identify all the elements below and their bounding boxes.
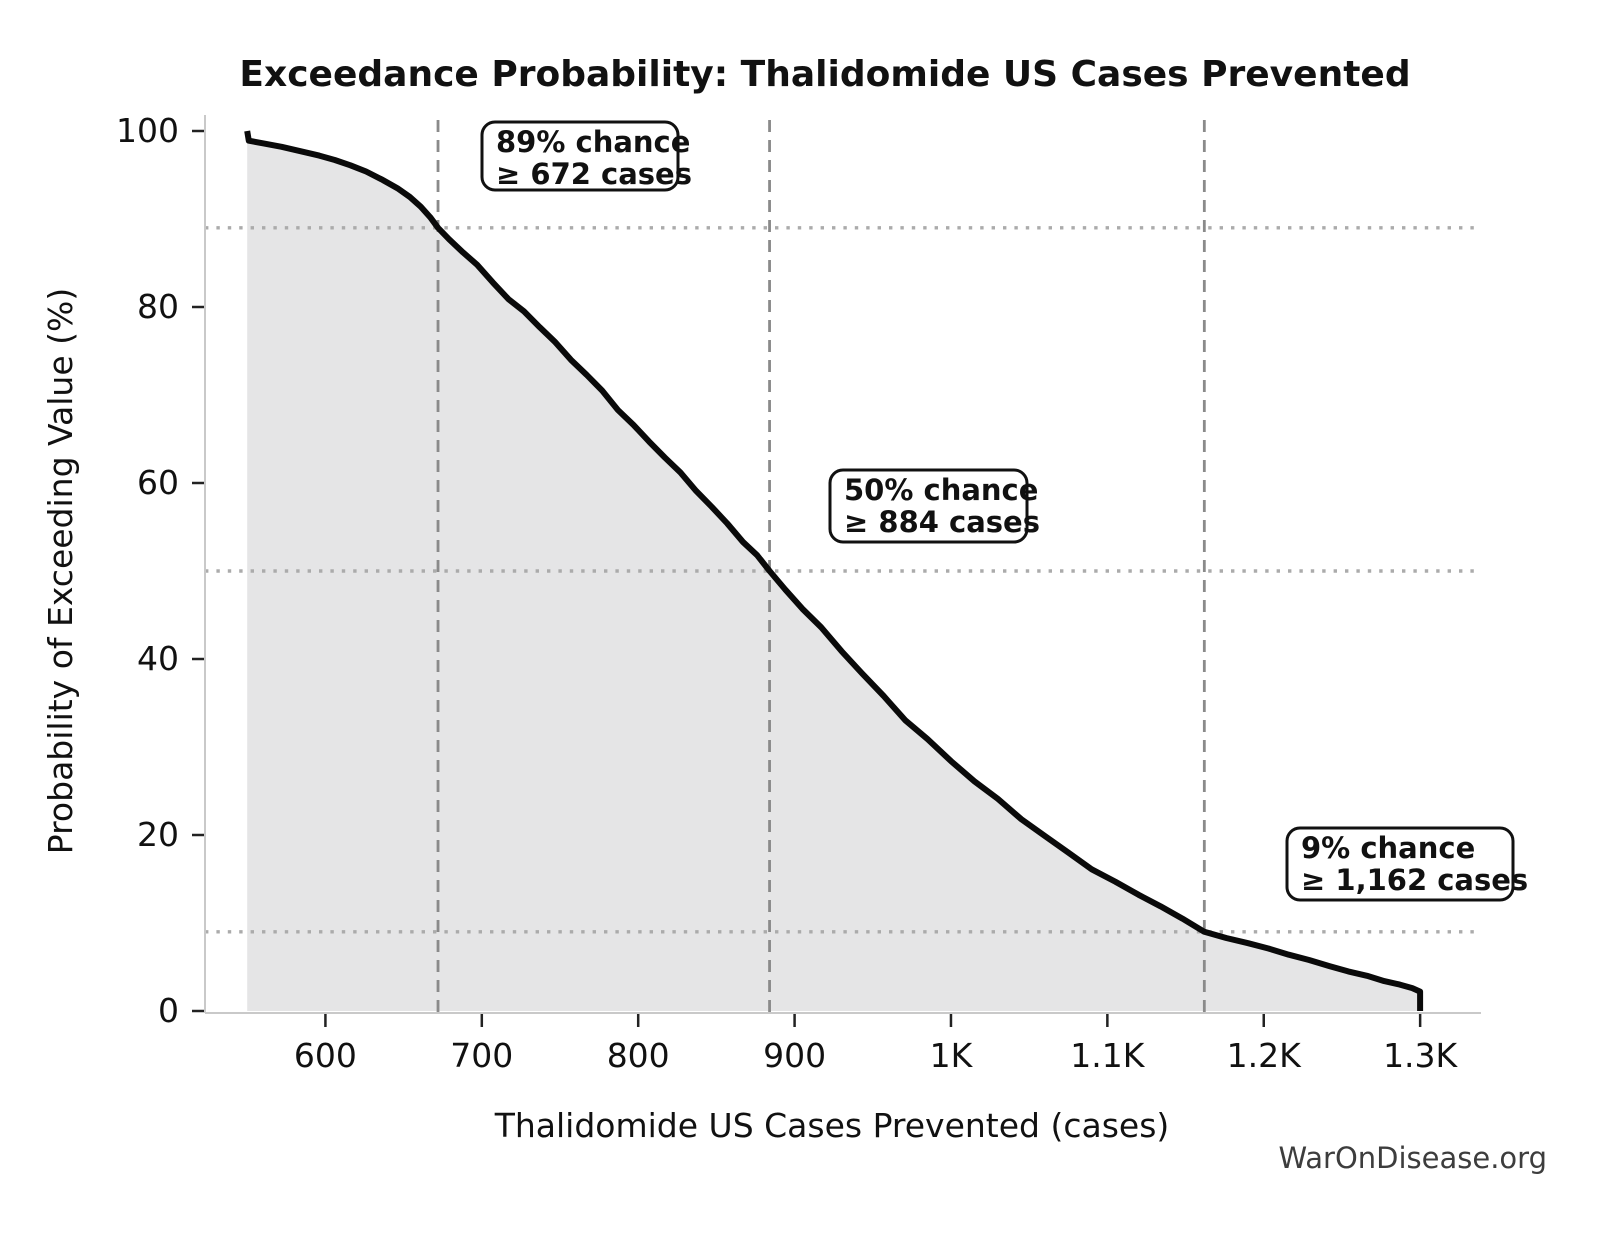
- curve-layer: [244, 130, 1424, 1011]
- annotation-chance-text: 9% chance: [1301, 831, 1475, 865]
- annotation-cases-text: ≥ 672 cases: [496, 157, 692, 191]
- x-axis-tick-label: 900: [763, 1036, 826, 1075]
- annotation-cases-text: ≥ 884 cases: [844, 505, 1040, 539]
- x-axis-tick-label: 700: [450, 1036, 513, 1075]
- annotation-cases-text: ≥ 1,162 cases: [1301, 863, 1528, 897]
- watermark: WarOnDisease.org: [1278, 1141, 1547, 1175]
- x-axis-tick-label: 1K: [930, 1036, 974, 1075]
- annotation-callout: 89% chance≥ 672 cases: [480, 120, 692, 192]
- annotation-callout: 9% chance≥ 1,162 cases: [1285, 826, 1528, 902]
- axes-ticks-layer: 0 20 40 60 80 100 600 700 800 900 1K 1.1K 1.2K 1.3K: [116, 111, 1459, 1075]
- y-axis-tick-label: 0: [158, 991, 179, 1030]
- x-axis-tick-label: 600: [294, 1036, 357, 1075]
- annotations-layer: 89% chance≥ 672 cases 50% chance≥ 884 cas…: [480, 120, 1528, 902]
- area-fill-layer: [247, 131, 1421, 1011]
- y-axis-tick-label: 20: [137, 815, 179, 854]
- annotation-chance-text: 89% chance: [496, 125, 690, 159]
- annotation-box: [480, 120, 680, 192]
- chart-title: Exceedance Probability: Thalidomide US C…: [239, 54, 1410, 95]
- x-axis-tick-label: 1.1K: [1070, 1036, 1145, 1075]
- annotation-box: [1285, 826, 1515, 902]
- y-axis-tick-label: 100: [116, 111, 179, 150]
- exceedance-area-fill: [247, 131, 1421, 1011]
- y-axis-title: Probability of Exceeding Value (%): [41, 288, 80, 854]
- exceedance-curve: [244, 130, 1424, 1011]
- y-axis-tick-label: 80: [137, 287, 179, 326]
- x-axis-tick-label: 800: [607, 1036, 670, 1075]
- y-axis-tick-label: 40: [137, 639, 179, 678]
- axes-spines-layer: [204, 115, 1481, 1014]
- annotation-chance-text: 50% chance: [844, 473, 1038, 507]
- annotation-box: [828, 468, 1029, 544]
- x-axis-tick-label: 1.2K: [1227, 1036, 1302, 1075]
- x-axis-title: Thalidomide US Cases Prevented (cases): [494, 1106, 1170, 1145]
- y-axis-tick-label: 60: [137, 463, 179, 502]
- x-axis-tick-label: 1.3K: [1383, 1036, 1458, 1075]
- annotation-callout: 50% chance≥ 884 cases: [828, 468, 1040, 544]
